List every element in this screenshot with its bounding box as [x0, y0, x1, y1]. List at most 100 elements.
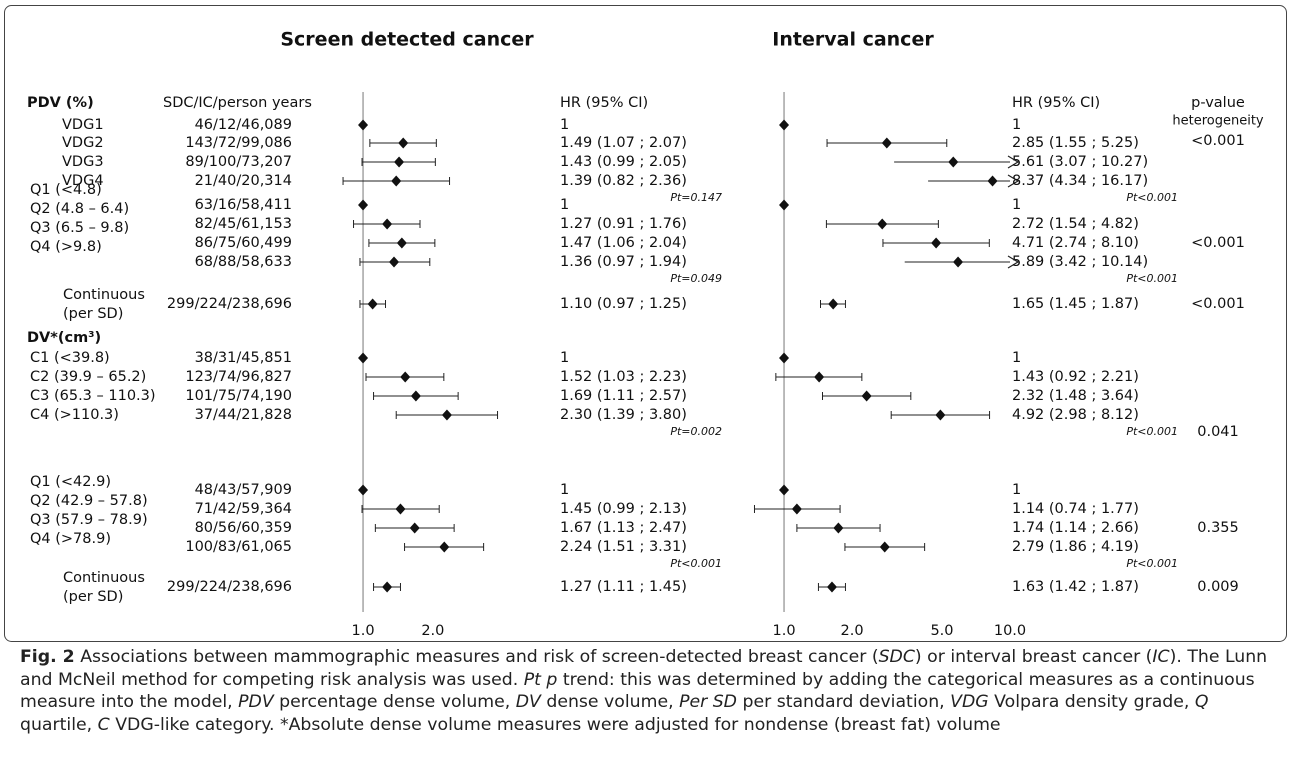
ci-arrow: [1007, 155, 1020, 169]
p-value: 0.355: [1197, 520, 1239, 536]
hr-label: 1.10 (0.97 ; 1.25): [560, 296, 687, 312]
hr-point: [779, 352, 790, 364]
x-tick-label: 1.0: [352, 623, 375, 639]
hr-label: 1: [560, 350, 569, 366]
counts: 86/75/60,499: [195, 235, 292, 251]
hr-label: 1.45 (0.99 ; 2.13): [560, 501, 687, 517]
hr-label: 1: [1012, 197, 1021, 213]
caption-part: VDG-like category. *Absolute dense volum…: [109, 714, 1001, 735]
row-sublabel: (per SD): [63, 589, 123, 605]
hr-point: [441, 409, 452, 421]
hr-label: 4.71 (2.74 ; 8.10): [1012, 235, 1139, 251]
hr-label: 1.49 (1.07 ; 2.07): [560, 135, 687, 151]
x-tick-label: 5.0: [930, 623, 953, 639]
counts: 37/44/21,828: [195, 407, 292, 423]
hr-point: [382, 581, 393, 593]
row-label: C2 (39.9 – 65.2): [30, 369, 146, 385]
hr-label: 4.92 (2.98 ; 8.12): [1012, 407, 1139, 423]
hr-point: [814, 371, 825, 383]
counts-header: SDC/IC/person years: [163, 95, 312, 111]
counts: 21/40/20,314: [195, 173, 292, 189]
hr-label: 1: [1012, 482, 1021, 498]
ci-arrow: [1007, 174, 1020, 188]
row-label: VDG2: [62, 135, 104, 151]
counts: 63/16/58,411: [195, 197, 292, 213]
hr-point: [826, 581, 837, 593]
row-label: C4 (>110.3): [30, 407, 119, 423]
p-subheader: heterogeneity: [1172, 114, 1264, 129]
hr-label: 5.89 (3.42 ; 10.14): [1012, 254, 1148, 270]
x-tick-label: 10.0: [994, 623, 1026, 639]
row-label: Q2 (42.9 – 57.8): [30, 493, 148, 509]
counts: 123/74/96,827: [185, 369, 292, 385]
hr-point: [779, 484, 790, 496]
hr-point: [948, 156, 959, 168]
hr-point: [395, 503, 406, 515]
hr-point: [358, 484, 369, 496]
hr-label: 1.74 (1.14 ; 2.66): [1012, 520, 1139, 536]
hr-label: 8.37 (4.34 ; 16.17): [1012, 173, 1148, 189]
p-value: <0.001: [1191, 235, 1245, 251]
row-label: C3 (65.3 – 110.3): [30, 388, 156, 404]
counts: 299/224/238,696: [167, 296, 292, 312]
counts: 299/224/238,696: [167, 579, 292, 595]
trend-label: Pt<0.001: [1126, 557, 1178, 570]
row-sublabel: (per SD): [63, 306, 123, 322]
x-tick-label: 2.0: [841, 623, 864, 639]
hr-point: [382, 218, 393, 230]
row-label: Q3 (6.5 – 9.8): [30, 220, 129, 236]
row-label: VDG4: [62, 173, 104, 189]
caption-part: Associations between mammographic measur…: [74, 647, 879, 667]
row-label: VDG3: [62, 154, 104, 170]
hr-label: 5.61 (3.07 ; 10.27): [1012, 154, 1148, 170]
trend-label: Pt=0.049: [670, 272, 722, 285]
counts: 48/43/57,909: [195, 482, 292, 498]
trend-label: Pt<0.001: [1126, 191, 1178, 204]
counts: 101/75/74,190: [185, 388, 292, 404]
trend-label: Pt<0.001: [1126, 425, 1178, 438]
row-label: Q1 (<4.8): [30, 182, 102, 198]
hr-label: 1.27 (0.91 ; 1.76): [560, 216, 687, 232]
hr-point: [791, 503, 802, 515]
hr-point: [396, 237, 407, 249]
row-label: VDG1: [62, 117, 104, 133]
p-value: <0.001: [1191, 296, 1245, 312]
counts: 68/88/58,633: [195, 254, 292, 270]
hr-point: [779, 119, 790, 131]
caption-part: ). The Lunn and McNeil method for compet…: [20, 647, 1268, 690]
x-tick-label: 2.0: [421, 623, 444, 639]
caption-part: Fig. 2: [20, 647, 75, 667]
caption-part: IC: [1152, 647, 1170, 667]
hr-point: [931, 237, 942, 249]
row-label: Continuous: [63, 287, 145, 303]
hr-label: 1.36 (0.97 ; 1.94): [560, 254, 687, 270]
hr-label: 1.43 (0.99 ; 2.05): [560, 154, 687, 170]
caption-part: ) or interval breast cancer (: [914, 647, 1153, 667]
hr-point: [879, 541, 890, 553]
caption-part: DV: [515, 692, 541, 712]
row-label: Q1 (<42.9): [30, 474, 111, 490]
effect-header: HR (95% CI): [560, 95, 648, 111]
hr-label: 1.27 (1.11 ; 1.45): [560, 579, 687, 595]
hr-point: [861, 390, 872, 402]
hr-point: [410, 390, 421, 402]
trend-label: Pt=0.147: [670, 191, 722, 204]
section-title: DV*(cm³): [27, 330, 101, 346]
trend-label: Pt<0.001: [1126, 272, 1178, 285]
caption-part: C: [97, 714, 110, 735]
hr-label: 1.63 (1.42 ; 1.87): [1012, 579, 1139, 595]
row-label: Q2 (4.8 – 6.4): [30, 201, 129, 217]
hr-point: [394, 156, 405, 168]
hr-point: [833, 522, 844, 534]
caption-part: SDC: [878, 647, 915, 667]
panel-title: Interval cancer: [772, 29, 934, 51]
hr-point: [400, 371, 411, 383]
caption-part: dense volume,: [540, 692, 680, 712]
row-label: Q4 (>78.9): [30, 531, 111, 547]
hr-label: 1.65 (1.45 ; 1.87): [1012, 296, 1139, 312]
hr-point: [358, 119, 369, 131]
counts: 38/31/45,851: [195, 350, 292, 366]
hr-label: 1: [560, 482, 569, 498]
section-title: PDV (%): [27, 95, 94, 111]
